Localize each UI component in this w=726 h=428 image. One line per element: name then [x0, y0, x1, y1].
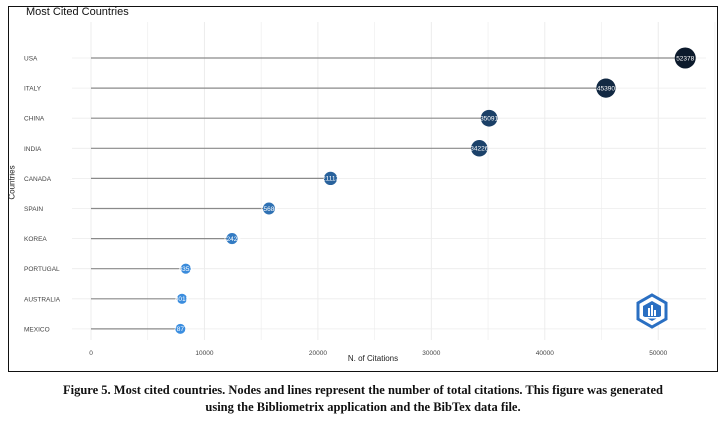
x-tick-label: 50000: [649, 350, 667, 357]
y-tick-label: AUSTRALIA: [24, 296, 61, 303]
grid-lines: [72, 22, 716, 340]
data-label: 15686: [260, 206, 278, 213]
x-tick-label: 0: [89, 350, 93, 357]
lollipop-stems: [91, 57, 686, 330]
lollipop-node: [262, 202, 275, 215]
data-label: 8018: [175, 296, 190, 303]
y-tick-label: CHINA: [24, 116, 45, 123]
caption-line-1: Figure 5. Most cited countries. Nodes an…: [63, 383, 663, 397]
x-tick-label: 40000: [536, 350, 554, 357]
lollipop-node: [480, 109, 498, 127]
y-tick-label: USA: [24, 56, 38, 63]
data-label: 35091: [480, 116, 498, 123]
x-tick-labels: 0 10000 20000 30000 40000 50000: [89, 350, 667, 357]
data-label: 8353: [179, 266, 194, 273]
x-tick-label: 20000: [309, 350, 327, 357]
lollipop-node: [471, 140, 488, 157]
lollipop-node: [176, 293, 187, 304]
x-axis-label: N. of Citations: [347, 354, 399, 363]
y-tick-labels: USA ITALY CHINA INDIA CANADA SPAIN KOREA PORTUG…: [24, 56, 61, 334]
y-tick-label: MEXICO: [24, 326, 50, 333]
x-tick-label: 10000: [195, 350, 213, 357]
chart-frame: [8, 6, 718, 372]
lollipop-node: [226, 233, 238, 245]
y-tick-label: INDIA: [24, 146, 42, 153]
x-tick-label: 30000: [422, 350, 440, 357]
lollipop-nodes: [175, 47, 696, 334]
data-label: 52378: [676, 55, 694, 62]
y-tick-label: KOREA: [24, 236, 47, 243]
bibliometrix-logo-icon: [636, 293, 668, 329]
y-tick-label: CANADA: [24, 176, 52, 183]
lollipop-node: [175, 323, 186, 334]
data-label: 12428: [223, 236, 241, 243]
lollipop-chart: 52378 45390 35091 34226 21113 15686 12428 8353 8…: [24, 22, 716, 357]
figure-caption: Figure 5. Most cited countries. Nodes an…: [0, 382, 726, 416]
lollipop-node: [180, 263, 191, 274]
data-labels: 52378 45390 35091 34226 21113 15686 12428 8353 8…: [173, 55, 695, 333]
lollipop-node: [323, 171, 338, 186]
lollipop-node: [674, 47, 696, 69]
caption-line-2: using the Bibliometrix application and t…: [205, 400, 521, 414]
data-label: 21113: [322, 176, 339, 183]
y-tick-label: ITALY: [24, 86, 42, 93]
y-tick-label: SPAIN: [24, 206, 43, 213]
lollipop-node: [596, 78, 616, 98]
y-tick-label: PORTUGAL: [24, 266, 60, 273]
data-label: 34226: [470, 146, 488, 153]
y-axis-label: Countries: [7, 165, 17, 200]
data-label: 45390: [597, 85, 615, 92]
chart-title: Most Cited Countries: [26, 6, 129, 18]
data-label: 7877: [173, 326, 188, 333]
